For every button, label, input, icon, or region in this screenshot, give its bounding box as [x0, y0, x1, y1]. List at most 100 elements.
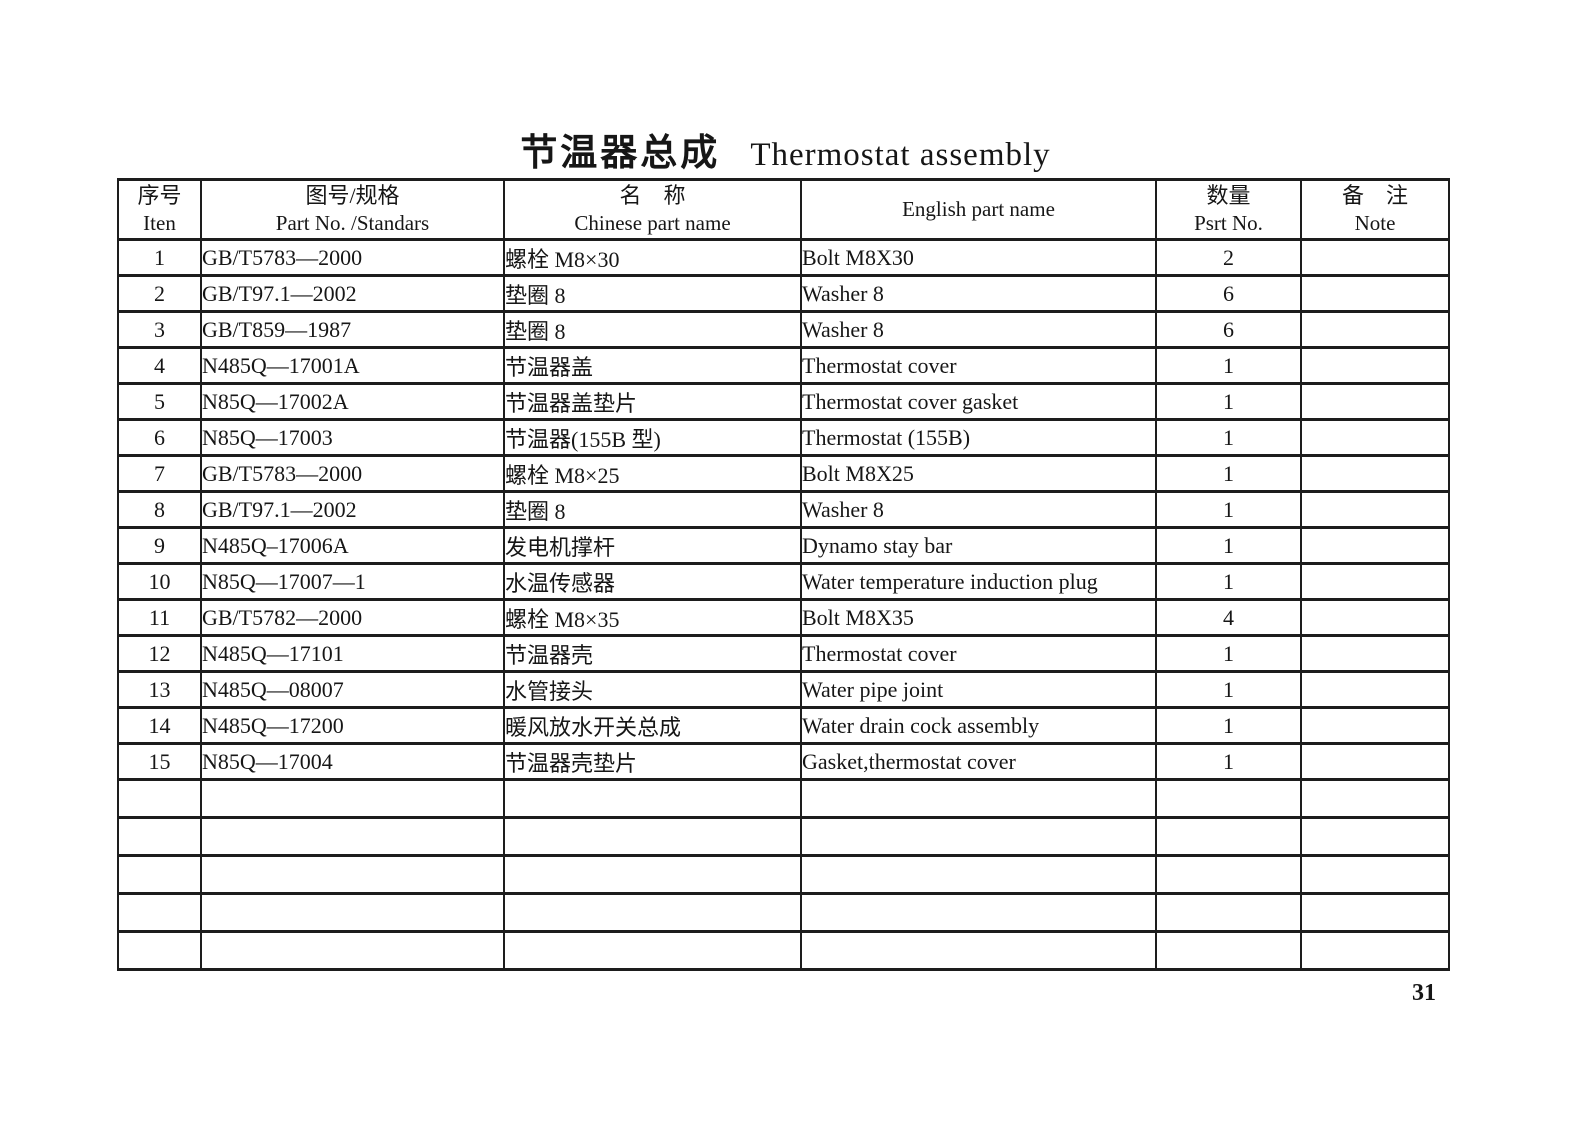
cell-item: 10 [117, 562, 202, 601]
page-title-chinese: 节温器总成 [520, 133, 721, 174]
col-header-cnname: 名 称 Chinese part name [503, 178, 802, 241]
cell-qty: 1 [1155, 742, 1302, 781]
cell-part_no: GB/T859—1987 [200, 310, 505, 349]
cell-en_name: Thermostat (155B) [800, 418, 1157, 457]
cell-note [1300, 382, 1450, 421]
cell-cn_name: 垫圈 8 [503, 490, 802, 529]
col-header-qty-en: Psrt No. [1194, 211, 1263, 236]
page-title-english: Thermostat assembly [750, 137, 1051, 173]
cell-item: 13 [117, 670, 202, 709]
empty-cell [1300, 930, 1450, 971]
empty-cell [1155, 816, 1302, 857]
cell-cn_name: 垫圈 8 [503, 274, 802, 313]
cell-part_no: N85Q—17007—1 [200, 562, 505, 601]
cell-part_no: N85Q—17002A [200, 382, 505, 421]
cell-note [1300, 346, 1450, 385]
cell-en_name: Thermostat cover [800, 346, 1157, 385]
col-header-partno-cn: 图号/规格 [305, 182, 400, 208]
empty-cell [1300, 892, 1450, 933]
page-number: 31 [1412, 980, 1436, 1006]
cell-cn_name: 螺栓 M8×35 [503, 598, 802, 637]
table-row: 4 N485Q—17001A 节温器盖 Thermostat cover 1 [117, 346, 1450, 385]
cell-qty: 1 [1155, 562, 1302, 601]
cell-en_name: Bolt M8X25 [800, 454, 1157, 493]
empty-cell [800, 778, 1157, 819]
cell-note [1300, 670, 1450, 709]
col-header-qty: 数量 Psrt No. [1155, 178, 1302, 241]
col-header-cnname-en: Chinese part name [574, 211, 731, 236]
cell-qty: 1 [1155, 454, 1302, 493]
cell-item: 11 [117, 598, 202, 637]
empty-cell [800, 854, 1157, 895]
cell-en_name: Water temperature induction plug [800, 562, 1157, 601]
empty-cell [800, 892, 1157, 933]
cell-qty: 1 [1155, 418, 1302, 457]
cell-note [1300, 274, 1450, 313]
empty-cell [503, 816, 802, 857]
col-header-item-en: Iten [143, 211, 176, 236]
cell-en_name: Bolt M8X35 [800, 598, 1157, 637]
empty-cell [800, 930, 1157, 971]
cell-en_name: Dynamo stay bar [800, 526, 1157, 565]
cell-qty: 1 [1155, 634, 1302, 673]
cell-part_no: N485Q—08007 [200, 670, 505, 709]
table-row: 6 N85Q—17003 节温器(155B 型) Thermostat (155B) 1 [117, 418, 1450, 457]
cell-note [1300, 454, 1450, 493]
cell-cn_name: 节温器壳 [503, 634, 802, 673]
cell-en_name: Water pipe joint [800, 670, 1157, 709]
cell-cn_name: 水温传感器 [503, 562, 802, 601]
empty-table-row [117, 892, 1450, 933]
col-header-enname: English part name [800, 178, 1157, 241]
cell-note [1300, 490, 1450, 529]
cell-note [1300, 706, 1450, 745]
table-header: 序号 Iten 图号/规格 Part No. /Standars 名 称 Chi… [117, 178, 1450, 241]
cell-part_no: GB/T5782—2000 [200, 598, 505, 637]
cell-qty: 6 [1155, 274, 1302, 313]
cell-item: 15 [117, 742, 202, 781]
cell-item: 7 [117, 454, 202, 493]
cell-part_no: N485Q—17101 [200, 634, 505, 673]
empty-table-row [117, 778, 1450, 819]
empty-cell [1155, 778, 1302, 819]
cell-en_name: Gasket,thermostat cover [800, 742, 1157, 781]
col-header-item-cn: 序号 [137, 182, 182, 208]
cell-qty: 6 [1155, 310, 1302, 349]
cell-part_no: GB/T97.1—2002 [200, 274, 505, 313]
empty-cell [800, 816, 1157, 857]
empty-cell [503, 892, 802, 933]
cell-cn_name: 节温器盖垫片 [503, 382, 802, 421]
empty-cell [200, 816, 505, 857]
empty-cell [503, 854, 802, 895]
cell-note [1300, 238, 1450, 277]
cell-note [1300, 526, 1450, 565]
table-row: 14 N485Q—17200 暖风放水开关总成 Water drain cock as… [117, 706, 1450, 745]
col-header-cnname-cn: 名 称 [619, 182, 686, 208]
empty-cell [117, 892, 202, 933]
empty-cell [117, 816, 202, 857]
cell-qty: 1 [1155, 490, 1302, 529]
cell-en_name: Bolt M8X30 [800, 238, 1157, 277]
col-header-qty-cn: 数量 [1206, 182, 1251, 208]
empty-cell [117, 854, 202, 895]
cell-note [1300, 310, 1450, 349]
cell-part_no: GB/T5783—2000 [200, 238, 505, 277]
empty-cell [117, 778, 202, 819]
cell-note [1300, 634, 1450, 673]
col-header-partno: 图号/规格 Part No. /Standars [200, 178, 505, 241]
col-header-item: 序号 Iten [117, 178, 202, 241]
table-row: 5 N85Q—17002A 节温器盖垫片 Thermostat cover gaske… [117, 382, 1450, 421]
empty-cell [1300, 816, 1450, 857]
header-row: 序号 Iten 图号/规格 Part No. /Standars 名 称 Chi… [117, 178, 1450, 241]
cell-en_name: Thermostat cover gasket [800, 382, 1157, 421]
table-row: 1 GB/T5783—2000 螺栓 M8×30 Bolt M8X30 2 [117, 238, 1450, 277]
table-row: 12 N485Q—17101 节温器壳 Thermostat cover 1 [117, 634, 1450, 673]
table-row: 9 N485Q–17006A 发电机撑杆 Dynamo stay bar 1 [117, 526, 1450, 565]
cell-item: 12 [117, 634, 202, 673]
cell-en_name: Washer 8 [800, 310, 1157, 349]
cell-part_no: N485Q—17001A [200, 346, 505, 385]
cell-qty: 2 [1155, 238, 1302, 277]
table-row: 11 GB/T5782—2000 螺栓 M8×35 Bolt M8X35 4 [117, 598, 1450, 637]
empty-cell [503, 930, 802, 971]
